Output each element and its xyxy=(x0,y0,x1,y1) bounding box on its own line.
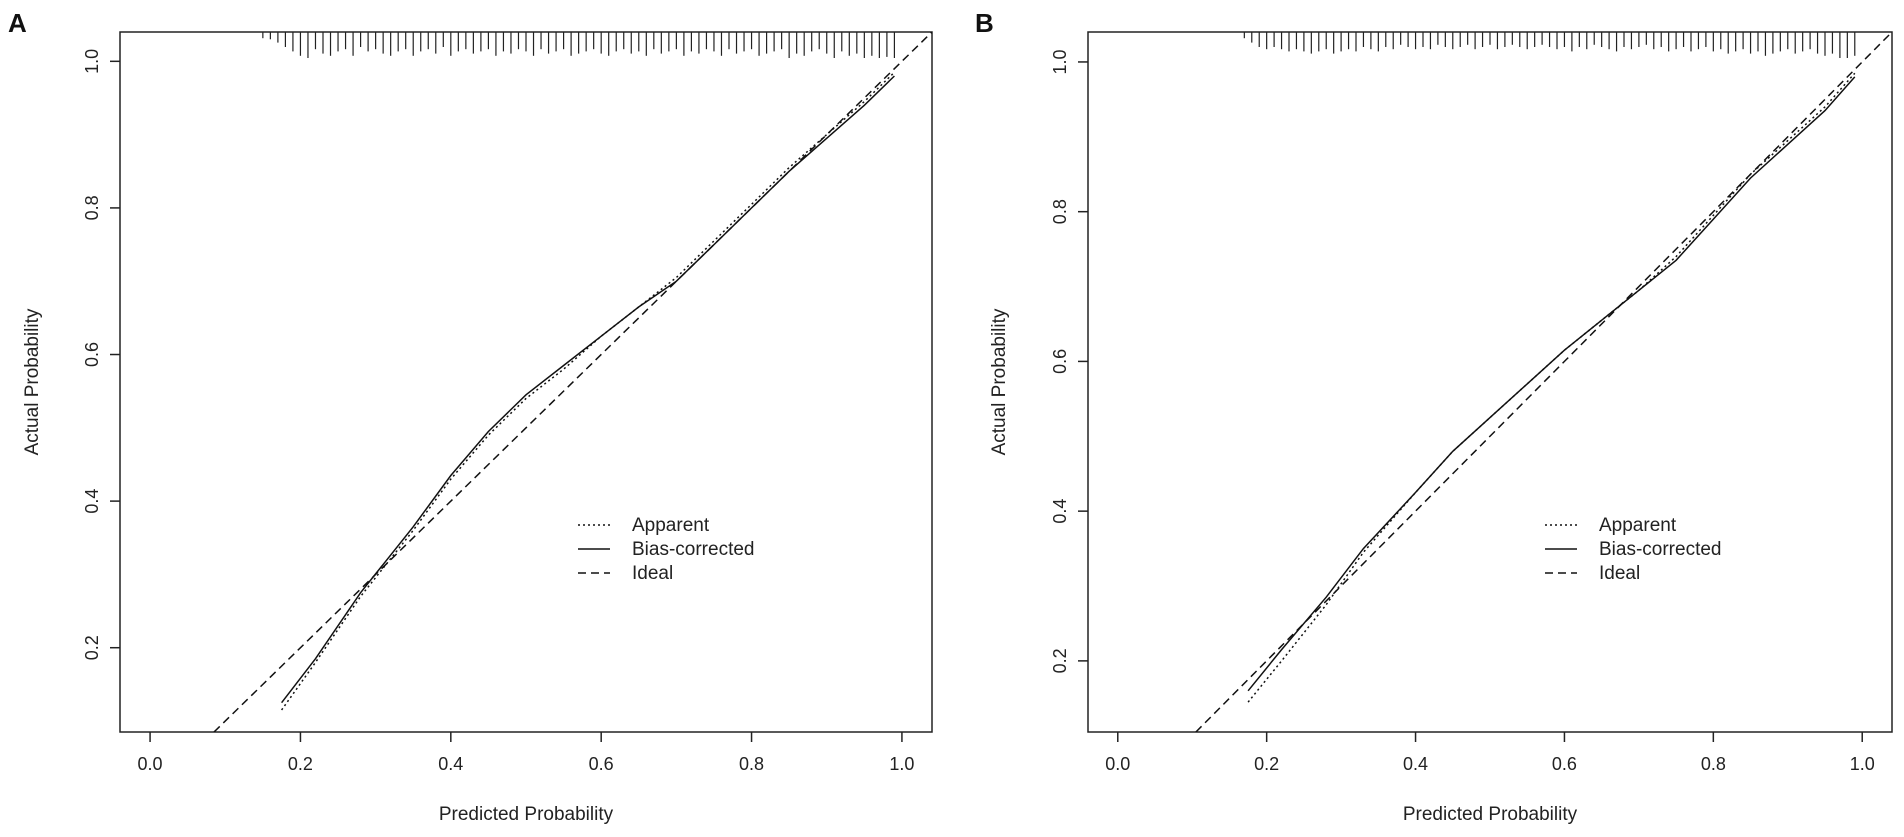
y-tick-label: 0.2 xyxy=(1050,648,1070,673)
legend: Apparent Bias-corrected Ideal xyxy=(1545,515,1722,584)
y-tick-label: 0.4 xyxy=(82,489,102,514)
legend-label: Apparent xyxy=(632,515,710,536)
x-tick-label: 0.2 xyxy=(288,754,313,774)
y-tick-label: 0.2 xyxy=(82,635,102,660)
calibration-panel-a: A 0.0 0.2 0.4 0.6 0.8 1.0 0.2 0.4 0.6 0.8 1.0 Predic… xyxy=(8,8,933,825)
rug-ticks xyxy=(262,32,896,58)
plot-frame xyxy=(1087,31,1893,733)
x-axis-title: Predicted Probability xyxy=(439,804,614,825)
x-tick-label: 0.6 xyxy=(1552,754,1577,774)
legend-label: Ideal xyxy=(632,563,673,584)
y-tick-label: 1.0 xyxy=(1050,49,1070,74)
legend-label: Bias-corrected xyxy=(632,539,755,560)
x-axis-title: Predicted Probability xyxy=(1403,804,1578,825)
x-tick-label: 0.6 xyxy=(589,754,614,774)
x-tick-label: 0.2 xyxy=(1254,754,1279,774)
x-tick-label: 0.4 xyxy=(438,754,463,774)
x-tick-label: 0.8 xyxy=(1701,754,1726,774)
panel-label: A xyxy=(8,8,27,38)
series-line-bias-corrected xyxy=(281,75,895,704)
legend-label: Bias-corrected xyxy=(1599,539,1722,560)
series-group xyxy=(213,32,932,732)
series-line-apparent xyxy=(1247,72,1856,703)
y-axis-title: Actual Probability xyxy=(22,308,43,455)
x-tick-label: 0.4 xyxy=(1403,754,1428,774)
x-tick-label: 0.0 xyxy=(138,754,163,774)
x-tick-label: 1.0 xyxy=(1850,754,1875,774)
series-line-bias-corrected xyxy=(1247,76,1856,692)
y-tick-label: 0.8 xyxy=(82,195,102,220)
y-tick-label: 0.6 xyxy=(1050,349,1070,374)
series-line-ideal xyxy=(213,32,932,732)
calibration-panel-b: B 0.0 0.2 0.4 0.6 0.8 1.0 0.2 0.4 0.6 0.8 1.0 Predic… xyxy=(975,8,1893,825)
x-tick-label: 0.0 xyxy=(1105,754,1130,774)
x-tick-label: 0.8 xyxy=(739,754,764,774)
x-tick-label: 1.0 xyxy=(889,754,914,774)
series-line-ideal xyxy=(1195,32,1892,732)
y-tick-label: 0.4 xyxy=(1050,499,1070,524)
rug-ticks xyxy=(1243,32,1856,58)
panel-label: B xyxy=(975,8,994,38)
series-group xyxy=(1195,32,1892,732)
legend: Apparent Bias-corrected Ideal xyxy=(578,515,755,584)
y-tick-label: 0.8 xyxy=(1050,199,1070,224)
series-line-apparent xyxy=(280,71,895,711)
legend-label: Ideal xyxy=(1599,563,1640,584)
y-tick-label: 0.6 xyxy=(82,342,102,367)
plot-frame xyxy=(119,31,933,733)
y-axis-title: Actual Probability xyxy=(989,308,1010,455)
legend-label: Apparent xyxy=(1599,515,1677,536)
y-tick-label: 1.0 xyxy=(82,49,102,74)
